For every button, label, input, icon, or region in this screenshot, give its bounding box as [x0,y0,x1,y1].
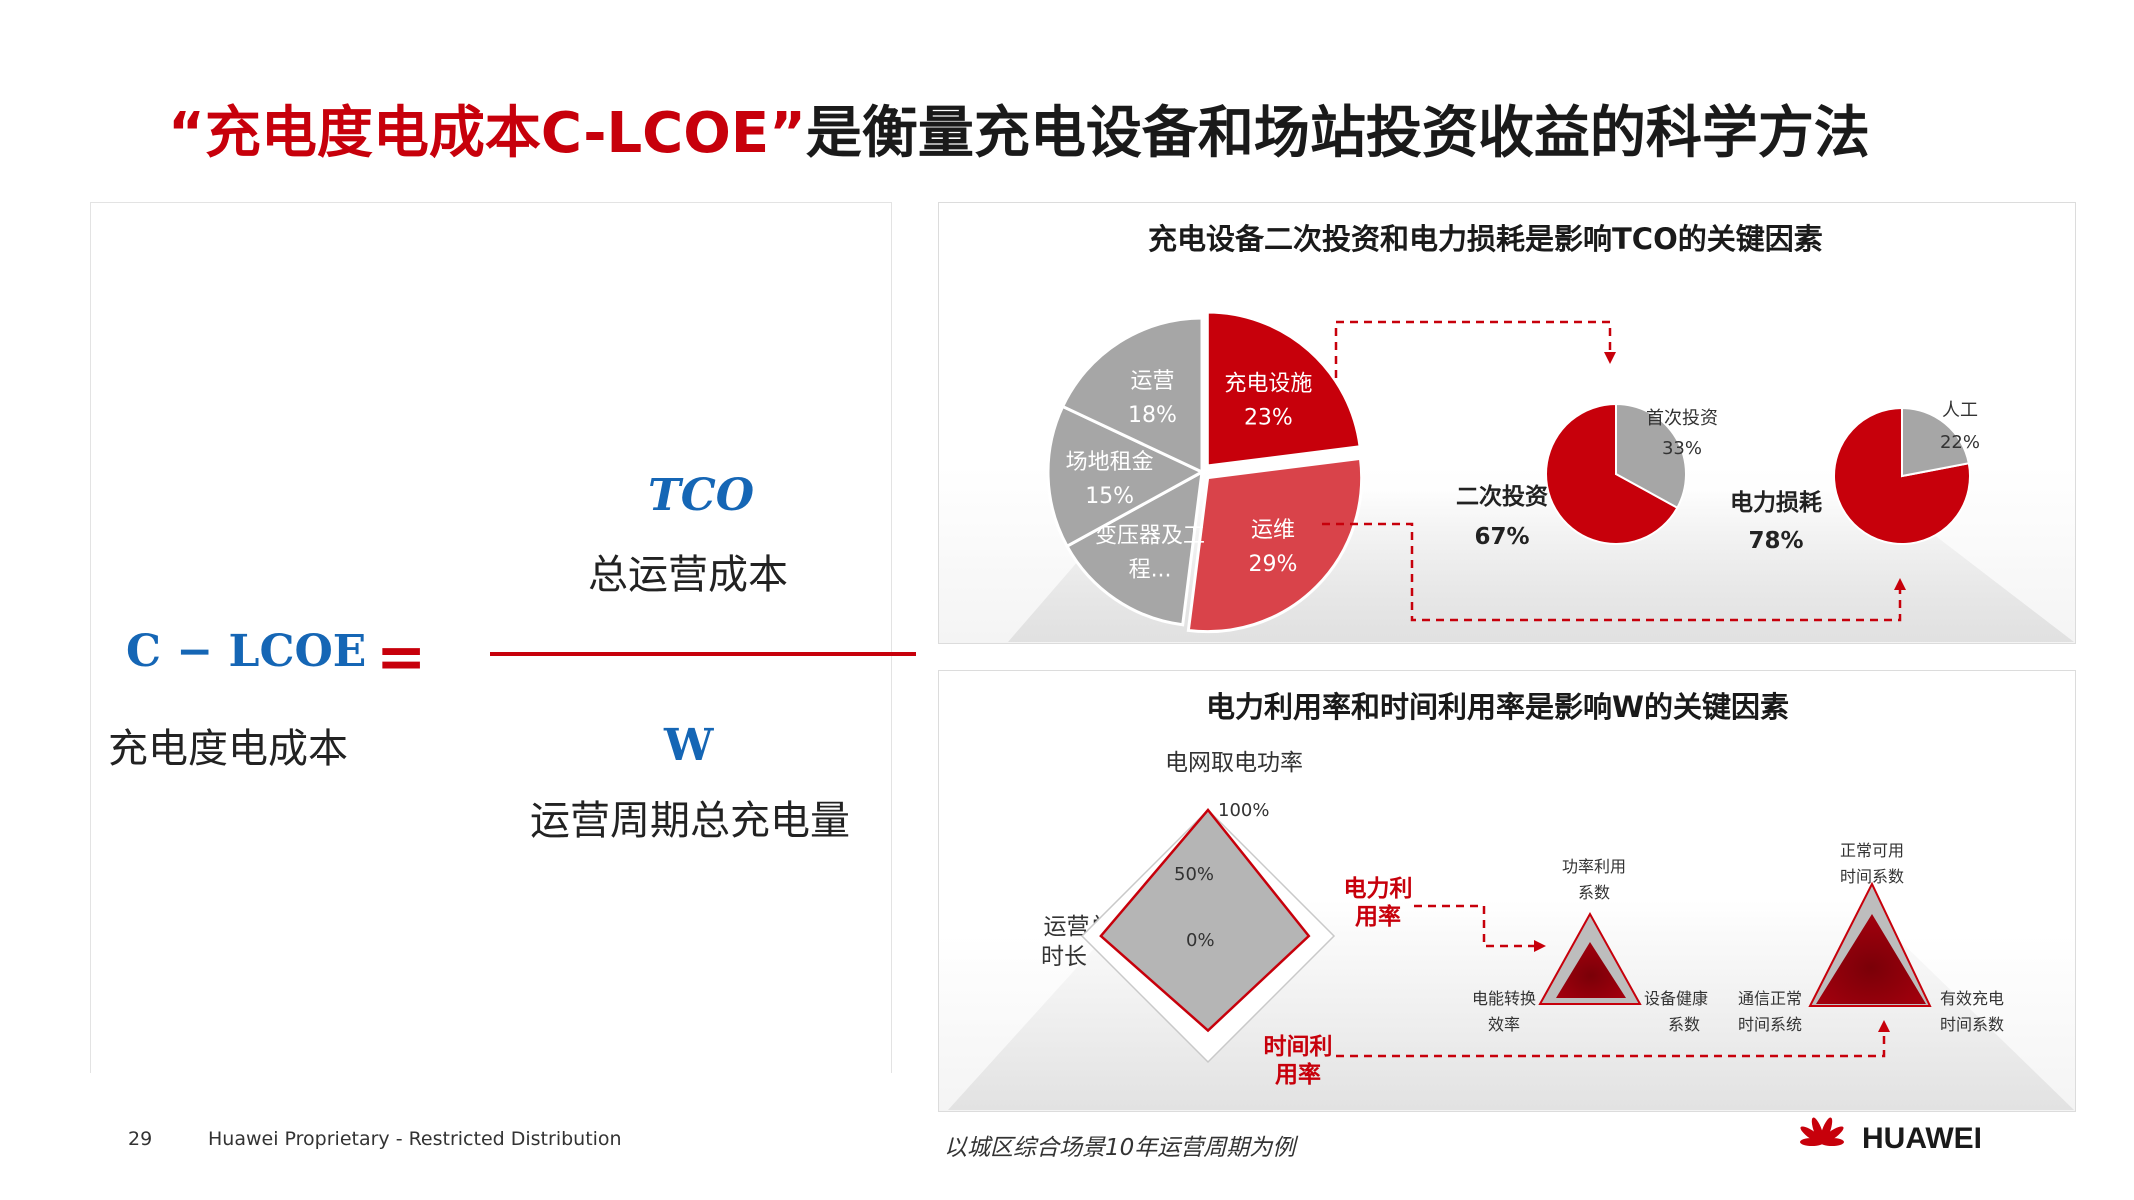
tri2-fill [1816,914,1926,1004]
title-highlight: 充电度电成本C-LCOE [204,101,770,166]
invest-big-pct: 67% [1474,524,1529,550]
title-rest: 是衡量充电设备和场站投资收益的科学方法 [805,101,1870,166]
tri1-top-2: 系数 [1578,883,1610,902]
tri1-left-1: 电能转换 [1472,989,1536,1008]
radar-chart [1080,808,1336,1064]
pie-slice [1615,402,1687,510]
scenario-note: 以城区综合场景10年运营周期为例 [944,1135,1296,1161]
connector-invest [1334,320,1612,378]
tri1-fill [1556,942,1626,998]
title-quote-open: “ [168,101,205,166]
tri2-left-1: 通信正常 [1738,989,1802,1008]
pie-slice [1186,456,1364,634]
fraction-bar [490,652,916,656]
formula-panel [90,202,892,1073]
pie-slice-label: 场地租金 [1066,450,1154,475]
formula-denominator-symbol: W [664,720,714,771]
radar-top-label: 电网取电功率 [1165,750,1303,776]
pie-slice-value: 15% [1085,484,1134,509]
pie-slice [1060,316,1204,475]
tri1-right-1: 设备健康 [1644,989,1708,1008]
loss-big-label: 电力损耗 [1730,490,1822,516]
formula-denominator-label: 运营周期总充电量 [530,798,850,844]
loss-pie [1833,406,1971,545]
formula-equals: = [376,622,427,692]
loss-big-pct: 78% [1748,528,1803,554]
pie-slice-label: 充电设施 [1224,372,1312,397]
pie-slice [1545,402,1679,545]
pie-slice [1205,310,1362,468]
loss-small-label: 人工 [1942,400,1978,421]
invest-small-label: 首次投资 [1646,408,1718,429]
w-chart: 电网取电功率 运营总 时长 100% 50% 0% 电力利 用率 时间利 用率 … [948,750,2074,1110]
connector-time [1336,1030,1886,1058]
tri1-right-2: 系数 [1668,1015,1700,1034]
time-util-label-2: 用率 [1275,1061,1321,1088]
tri2-top-1: 正常可用 [1840,841,1904,860]
pie-slice [1833,406,1971,545]
connector-invest-arrow [1604,352,1616,364]
page-title: “充电度电成本C-LCOE”是衡量充电设备和场站投资收益的科学方法 [168,88,1870,169]
pie-slice-label: 变压器及工 [1095,523,1205,548]
power-util-label-1: 电力利 [1344,876,1413,902]
tri2-left-2: 时间系统 [1738,1015,1802,1034]
radar-tick-50: 50% [1174,864,1214,885]
formula-lhs-symbol: C − LCOE [126,626,367,677]
pie-slice-value: 29% [1249,552,1298,577]
pie-slice [1901,406,1970,478]
tri2-right-2: 时间系数 [1940,1015,2004,1034]
tri1-top-1: 功率利用 [1562,857,1626,876]
page-number: 29 [128,1128,153,1150]
pie-slice-label: 运营 [1130,369,1174,394]
formula-numerator-label: 总运营成本 [588,552,788,598]
connector-time-arrow [1878,1020,1890,1032]
pie-slice-label: 运维 [1251,518,1295,543]
connector-power-arrow [1534,940,1546,952]
radar-area [1099,808,1311,1033]
radar-tick-0: 0% [1186,930,1215,951]
huawei-logo: HUAWEI [1790,1108,2030,1168]
tco-panel-title: 充电设备二次投资和电力损耗是影响TCO的关键因素 [1148,222,1823,256]
pie-slice [1065,469,1204,627]
invest-small-pct: 33% [1662,438,1702,459]
radar-tick-100: 100% [1218,800,1269,821]
tri1-left-2: 效率 [1488,1015,1520,1034]
pie-slice-value: 程... [1129,557,1172,582]
pie-slice-value: 23% [1244,406,1293,431]
radar-left-label-2: 时长 [1041,944,1087,970]
time-util-label-1: 时间利 [1264,1034,1333,1060]
connector-loss [1322,522,1902,622]
tri2-top-2: 时间系数 [1840,867,1904,886]
pie-slice-value: 18% [1128,403,1177,428]
distribution-notice: Huawei Proprietary - Restricted Distribu… [208,1128,622,1150]
power-util-label-2: 用率 [1355,903,1401,930]
formula-lhs-label: 充电度电成本 [108,726,348,772]
connector-power [1414,904,1536,948]
pie-slice [1046,404,1206,549]
invest-big-label: 二次投资 [1456,483,1548,510]
tri2-right-1: 有效充电 [1940,989,2004,1008]
huawei-flower-icon: HUAWEI [1800,1117,1982,1155]
huawei-wordmark: HUAWEI [1862,1122,1982,1155]
loss-small-pct: 22% [1940,432,1980,453]
title-quote-close: ” [769,101,806,166]
w-panel-title: 电力利用率和时间利用率是影响W的关键因素 [1206,690,1789,724]
invest-pie [1545,402,1687,545]
connector-loss-arrow [1894,578,1906,590]
formula-numerator-symbol: TCO [648,470,755,521]
